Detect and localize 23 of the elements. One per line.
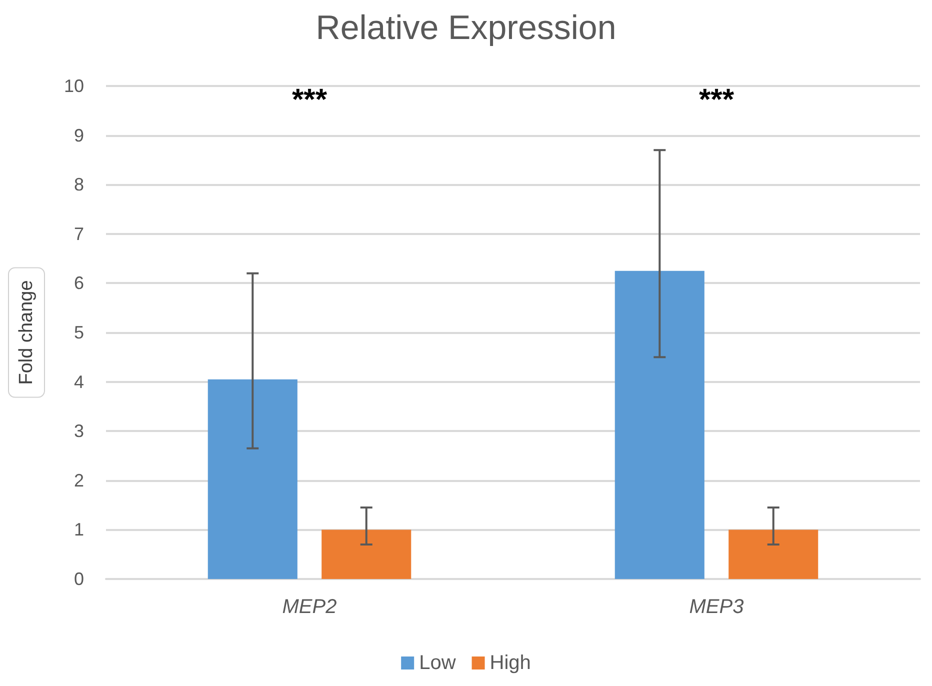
y-tick-label: 0 bbox=[74, 569, 84, 589]
legend-label: Low bbox=[419, 652, 456, 674]
y-tick-label: 1 bbox=[74, 520, 84, 540]
chart-title: Relative Expression bbox=[316, 9, 616, 47]
y-tick-label: 5 bbox=[74, 322, 84, 342]
bar bbox=[728, 530, 818, 579]
y-tick-label: 6 bbox=[74, 273, 84, 294]
y-tick-label: 4 bbox=[74, 372, 84, 392]
bar bbox=[322, 530, 412, 579]
y-tick-label: 10 bbox=[64, 76, 84, 96]
annotation: *** bbox=[698, 84, 734, 116]
x-tick-label: MEP2 bbox=[282, 596, 337, 618]
y-tick-label: 2 bbox=[74, 470, 84, 490]
y-tick-label: 9 bbox=[74, 125, 84, 146]
y-tick-label: 3 bbox=[74, 421, 84, 442]
y-tick-label: 7 bbox=[74, 224, 84, 244]
legend-label: High bbox=[490, 652, 531, 674]
y-tick-label: 8 bbox=[74, 174, 84, 195]
bar bbox=[614, 270, 704, 579]
y-axis-title: Fold change bbox=[16, 280, 37, 385]
x-tick-label: MEP3 bbox=[689, 596, 744, 618]
annotation: *** bbox=[292, 84, 328, 116]
bar bbox=[208, 379, 298, 579]
